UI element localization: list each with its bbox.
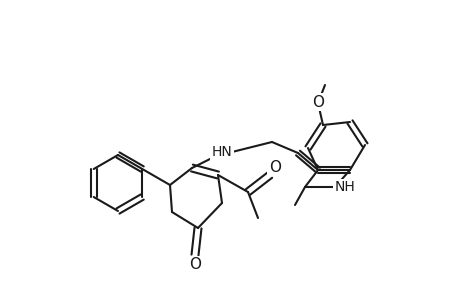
Text: O: O xyxy=(311,94,323,110)
Text: O: O xyxy=(269,160,280,175)
Text: NH: NH xyxy=(334,180,355,194)
Text: HN: HN xyxy=(211,145,232,159)
Text: O: O xyxy=(189,257,201,272)
